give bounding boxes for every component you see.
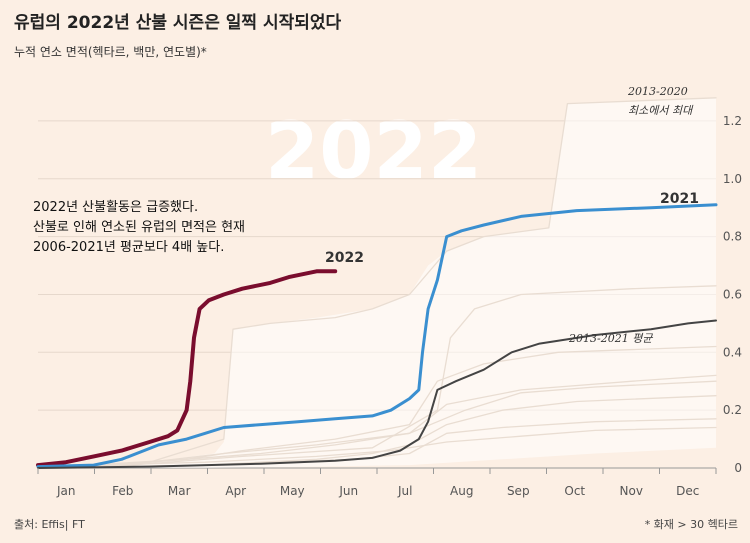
- y-tick-label-2: 0.4: [723, 345, 742, 359]
- x-tick-label-apr: Apr: [225, 484, 246, 498]
- range-band: [38, 97, 716, 469]
- x-tick-label-mar: Mar: [168, 484, 191, 498]
- chart-title: 유럽의 2022년 산불 시즌은 일찍 시작되었다: [14, 13, 342, 33]
- source-note: 출처: Effis| FT: [14, 518, 85, 531]
- series-line-2015: [37, 345, 717, 469]
- annotations: 2022년 산불활동은 급증했다. 산불로 인해 연소된 유럽의 면적은 현재 …: [33, 85, 699, 345]
- footnote: * 화재 > 30 헥타르: [644, 518, 738, 531]
- x-tick-label-may: May: [280, 484, 305, 498]
- x-tick-label-oct: Oct: [564, 484, 585, 498]
- label-2021: 2021: [660, 191, 699, 207]
- x-tick-label-feb: Feb: [112, 484, 133, 498]
- y-tick-label-4: 0.8: [723, 230, 742, 244]
- series-lines: [36, 97, 718, 469]
- chart-subtitle: 누적 연소 면적(헥타르, 백만, 연도별)*: [14, 45, 207, 59]
- x-axis: Jan Feb Mar Apr May Jun Jul Aug Sep Oct Nov Dec: [37, 468, 717, 498]
- series-line-2019: [37, 374, 717, 469]
- range-band-area: [38, 97, 716, 469]
- y-tick-label-3: 0.6: [723, 287, 742, 301]
- x-tick-label-dec: Dec: [676, 484, 699, 498]
- x-tick-label-nov: Nov: [620, 484, 643, 498]
- y-tick-label-6: 1.2: [723, 114, 742, 128]
- series-line-2013-2021 평균: [37, 319, 717, 469]
- x-tick-label-jan: Jan: [56, 484, 76, 498]
- x-tick-label-jul: Jul: [397, 484, 412, 498]
- series-line-2021: [36, 203, 718, 469]
- x-tick-label-sep: Sep: [507, 484, 530, 498]
- note-line-3: 2006-2021년 평균보다 4배 높다.: [33, 240, 224, 255]
- x-tick-label-aug: Aug: [450, 484, 473, 498]
- series-line-2016: [37, 285, 717, 469]
- series-line-2022: [36, 269, 338, 468]
- note-line-2: 산불로 인해 연소된 유럽의 면적은 현재: [33, 220, 245, 235]
- big-year-watermark: 2022: [265, 107, 482, 197]
- series-line-2017: [37, 97, 717, 469]
- y-axis: 0 0.2 0.4 0.6 0.8 1.0 1.2: [723, 114, 742, 475]
- avg-label: 2013-2021 평균: [568, 332, 653, 345]
- y-tick-label-5: 1.0: [723, 172, 742, 186]
- label-2022: 2022: [325, 250, 364, 266]
- range-label-desc: 최소에서 최대: [628, 104, 694, 117]
- range-label-years: 2013-2020: [627, 85, 688, 98]
- y-tick-label-1: 0.2: [723, 403, 742, 417]
- x-tick-label-jun: Jun: [338, 484, 358, 498]
- series-line-2020: [37, 426, 717, 469]
- note-line-1: 2022년 산불활동은 급증했다.: [33, 199, 198, 215]
- y-tick-label-0: 0: [734, 461, 742, 475]
